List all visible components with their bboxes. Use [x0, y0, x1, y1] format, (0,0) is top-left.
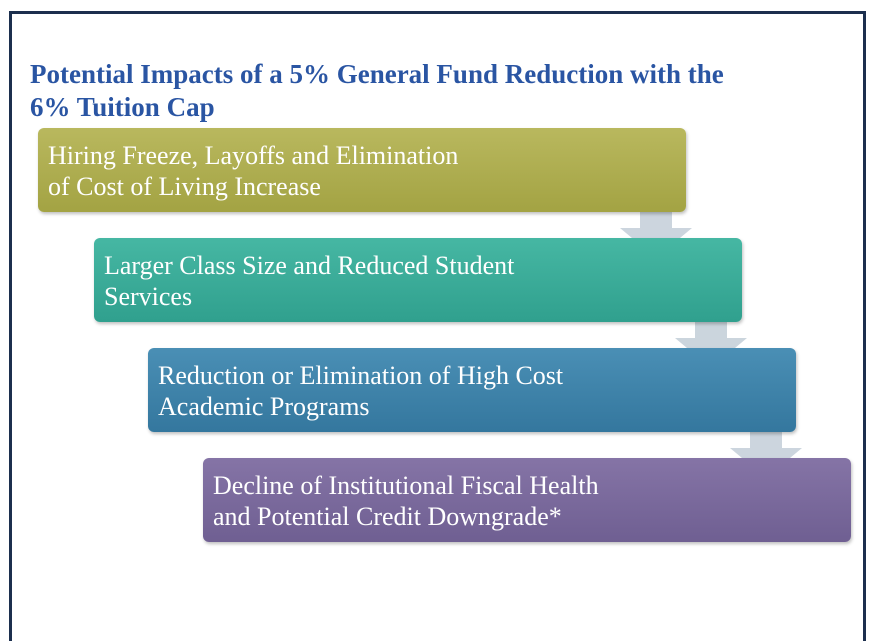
- step-line: Academic Programs: [158, 392, 370, 421]
- step-line: Hiring Freeze, Layoffs and Elimination: [48, 141, 459, 170]
- title-line: 6% Tuition Cap: [30, 92, 215, 122]
- title: Potential Impacts of a 5% General Fund R…: [30, 58, 724, 124]
- step-box: Larger Class Size and Reduced Student Se…: [94, 238, 742, 322]
- step-line: Reduction or Elimination of High Cost: [158, 361, 564, 390]
- step-line: Decline of Institutional Fiscal Health: [213, 471, 599, 500]
- step-box: Decline of Institutional Fiscal Health a…: [203, 458, 851, 542]
- step-box: Hiring Freeze, Layoffs and Elimination o…: [38, 128, 686, 212]
- slide-border: [9, 11, 866, 641]
- step-line: Larger Class Size and Reduced Student: [104, 251, 515, 280]
- step-line: Services: [104, 282, 193, 311]
- step-box: Reduction or Elimination of High Cost Ac…: [148, 348, 796, 432]
- title-line: Potential Impacts of a 5% General Fund R…: [30, 59, 724, 89]
- step-line: and Potential Credit Downgrade*: [213, 502, 562, 531]
- step-line: of Cost of Living Increase: [48, 172, 321, 201]
